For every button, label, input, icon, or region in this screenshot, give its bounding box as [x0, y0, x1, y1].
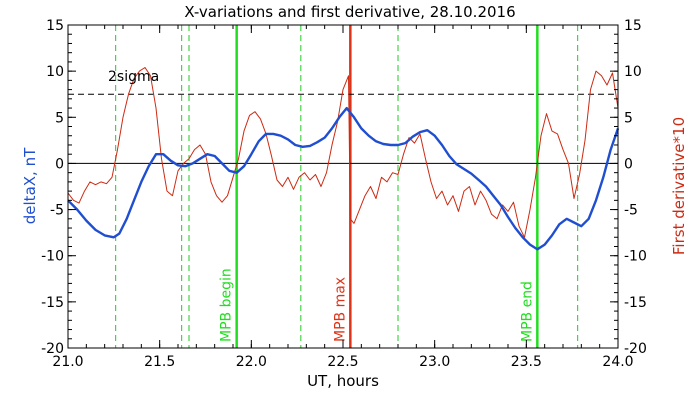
- axis-ticks: 21.0 21.5 22.0 22.5 23.0 23.5 24.0 15 15 10 10 5 5 0 0…: [41, 18, 647, 370]
- y-tick-label-left-2: 5: [55, 110, 64, 126]
- series-derivative-line: [67, 67, 619, 238]
- mpb-label-0: MPB begin: [219, 268, 235, 342]
- y-axis-label-right: First derivative*10: [670, 117, 688, 255]
- y-tick-label-right-7: -20: [624, 341, 647, 357]
- x-tick-label-2: 22.0: [236, 354, 267, 370]
- y-tick-label-left-5: -10: [41, 249, 64, 265]
- reference-lines: [68, 93, 618, 164]
- series-deltax-line: [67, 106, 620, 251]
- series-lines: [67, 67, 620, 251]
- y-tick-label-right-5: -10: [624, 249, 647, 265]
- mpb-label-2: MPB end: [519, 281, 535, 342]
- y-tick-label-right-2: 5: [624, 110, 633, 126]
- x-tick-label-1: 21.5: [144, 354, 175, 370]
- x-tick-label-0: 21.0: [52, 354, 83, 370]
- x-tick-label-3: 22.5: [327, 354, 358, 370]
- y-tick-label-left-4: -5: [50, 203, 64, 219]
- x-tick-label-6: 24.0: [602, 354, 633, 370]
- y-tick-label-left-6: -15: [41, 295, 64, 311]
- y-tick-label-right-0: 15: [624, 18, 642, 34]
- y-tick-label-left-3: 0: [55, 156, 64, 172]
- y-axis-label-left: deltaX, nT: [21, 147, 39, 224]
- sigma-label: 2sigma: [108, 69, 159, 85]
- x-axis-label: UT, hours: [307, 372, 379, 390]
- y-tick-label-left-0: 15: [46, 18, 64, 34]
- y-tick-label-right-3: 0: [624, 156, 633, 172]
- y-tick-label-right-4: -5: [624, 203, 638, 219]
- y-tick-label-left-1: 10: [46, 64, 64, 80]
- y-tick-label-right-6: -15: [624, 295, 647, 311]
- y-tick-label-left-7: -20: [41, 341, 64, 357]
- x-tick-label-4: 23.0: [419, 354, 450, 370]
- mpb-label-1: MPB max: [332, 277, 348, 342]
- chart-title: X-variations and first derivative, 28.10…: [184, 3, 515, 21]
- y-tick-label-right-1: 10: [624, 64, 642, 80]
- x-tick-label-5: 23.5: [511, 354, 542, 370]
